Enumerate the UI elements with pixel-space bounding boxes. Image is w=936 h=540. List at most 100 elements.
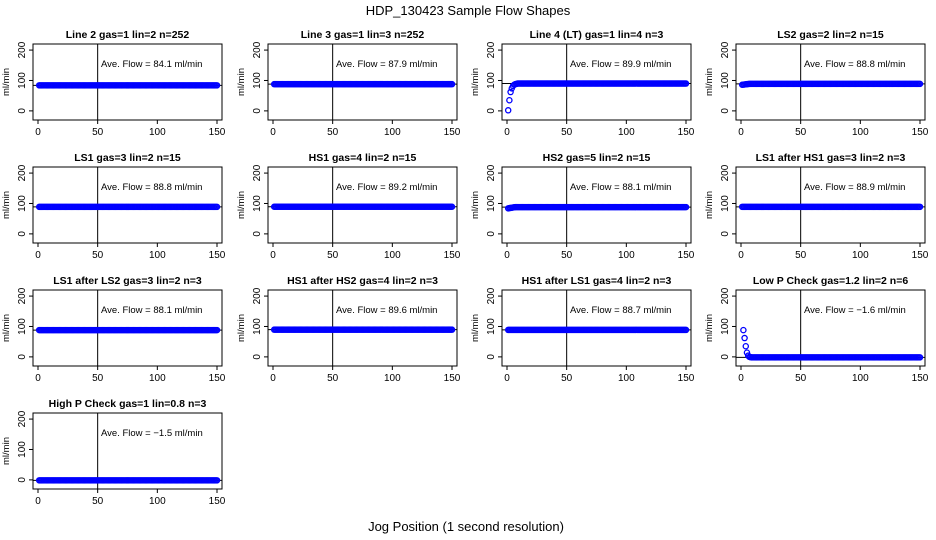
panel-title: LS2 gas=2 lin=2 n=15	[777, 29, 884, 41]
x-tick-label: 100	[149, 496, 166, 507]
y-tick-label: 200	[17, 410, 28, 427]
chart-panel: High P Check gas=1 lin=0.8 n=3 Ave. Flow …	[1, 398, 226, 507]
plot-frame	[735, 289, 926, 367]
flow-points	[35, 82, 221, 89]
y-tick-label: 200	[486, 164, 497, 181]
average-flow-annotation: Ave. Flow = 87.9 ml/min	[336, 59, 437, 70]
y-tick-label: 200	[17, 164, 28, 181]
data-point	[448, 80, 456, 88]
average-flow-annotation: Ave. Flow = −1.5 ml/min	[101, 428, 203, 439]
y-axis-label: ml/min	[704, 191, 715, 219]
y-tick-label: 0	[486, 354, 497, 360]
flow-points	[738, 203, 924, 211]
data-point	[448, 326, 456, 333]
data-point	[740, 326, 747, 334]
plot-frame	[32, 289, 223, 367]
panel-title: HS1 gas=4 lin=2 n=15	[309, 152, 417, 164]
x-tick-label: 50	[561, 373, 573, 384]
flow-points	[270, 203, 456, 211]
average-flow-annotation: Ave. Flow = 88.8 ml/min	[101, 182, 202, 193]
y-tick-label: 0	[720, 108, 731, 114]
x-tick-label: 0	[35, 373, 41, 384]
y-tick-label: 200	[486, 41, 497, 58]
panel-title: LS1 after HS1 gas=3 lin=2 n=3	[756, 152, 906, 164]
y-tick-label: 0	[720, 354, 731, 360]
x-tick-label: 150	[912, 250, 929, 261]
y-tick-label: 0	[486, 108, 497, 114]
data-point	[682, 203, 690, 211]
y-axis-label: ml/min	[236, 191, 247, 219]
chart-panel: Line 4 (LT) gas=1 lin=4 n=3 Ave. Flow = 8…	[470, 29, 695, 138]
y-tick-label: 0	[486, 231, 497, 237]
chart-panel: HS1 after HS2 gas=4 lin=2 n=3 Ave. Flow =…	[236, 275, 461, 384]
y-tick-label: 0	[17, 108, 28, 114]
average-flow-annotation: Ave. Flow = 88.1 ml/min	[570, 182, 671, 193]
x-tick-label: 0	[504, 250, 510, 261]
x-tick-label: 50	[92, 127, 104, 138]
panels: Line 2 gas=1 lin=2 n=252 Ave. Flow = 84.1…	[1, 29, 929, 507]
x-tick-label: 150	[912, 127, 929, 138]
flow-points	[504, 203, 690, 212]
y-tick-label: 100	[720, 195, 731, 212]
y-tick-label: 0	[252, 231, 263, 237]
chart-panel: LS1 after HS1 gas=3 lin=2 n=3 Ave. Flow =…	[704, 152, 929, 261]
x-tick-label: 50	[795, 373, 807, 384]
y-axis-label: ml/min	[1, 68, 12, 96]
panel-title: HS1 after HS2 gas=4 lin=2 n=3	[287, 275, 438, 287]
x-tick-label: 150	[444, 373, 461, 384]
x-tick-label: 0	[738, 250, 744, 261]
x-tick-label: 0	[504, 127, 510, 138]
x-tick-label: 0	[504, 373, 510, 384]
panel-title: Line 3 gas=1 lin=3 n=252	[301, 29, 425, 41]
figure-xlabel: Jog Position (1 second resolution)	[368, 519, 564, 534]
x-tick-label: 100	[618, 250, 635, 261]
data-point	[506, 96, 513, 104]
chart-panel: Low P Check gas=1.2 lin=2 n=6 Ave. Flow =…	[704, 275, 929, 384]
average-flow-annotation: Ave. Flow = 89.2 ml/min	[336, 182, 437, 193]
data-point	[504, 107, 512, 114]
data-point	[682, 326, 690, 334]
plot-frame	[32, 166, 223, 244]
x-tick-label: 0	[270, 250, 276, 261]
panel-title: LS1 after LS2 gas=3 lin=2 n=3	[53, 275, 202, 287]
x-tick-label: 50	[561, 127, 573, 138]
x-tick-label: 100	[149, 373, 166, 384]
panel-title: High P Check gas=1 lin=0.8 n=3	[49, 398, 207, 410]
y-tick-label: 200	[486, 287, 497, 304]
x-tick-label: 50	[92, 373, 104, 384]
y-tick-label: 100	[252, 195, 263, 212]
plot-frame	[501, 43, 692, 121]
data-point	[507, 88, 514, 96]
plot-frame	[267, 166, 458, 244]
y-tick-label: 200	[720, 287, 731, 304]
y-axis-label: ml/min	[236, 314, 247, 342]
y-tick-label: 100	[720, 72, 731, 89]
y-axis-label: ml/min	[236, 68, 247, 96]
y-tick-label: 200	[252, 164, 263, 181]
y-tick-label: 200	[720, 41, 731, 58]
plot-frame	[735, 166, 926, 244]
y-tick-label: 200	[252, 287, 263, 304]
x-tick-label: 0	[35, 127, 41, 138]
x-tick-label: 150	[209, 496, 226, 507]
plot-frame	[267, 43, 458, 121]
x-tick-label: 100	[384, 127, 401, 138]
flow-points	[738, 80, 924, 88]
x-tick-label: 100	[149, 127, 166, 138]
x-tick-label: 100	[618, 373, 635, 384]
flow-points	[504, 80, 690, 114]
y-tick-label: 200	[17, 287, 28, 304]
y-axis-label: ml/min	[470, 314, 481, 342]
x-tick-label: 150	[444, 250, 461, 261]
panel-title: Line 4 (LT) gas=1 lin=4 n=3	[530, 29, 664, 41]
y-tick-label: 200	[252, 41, 263, 58]
y-tick-label: 0	[252, 354, 263, 360]
x-tick-label: 150	[444, 127, 461, 138]
x-tick-label: 50	[327, 373, 339, 384]
x-tick-label: 100	[618, 127, 635, 138]
flow-points	[504, 326, 690, 334]
y-tick-label: 100	[486, 195, 497, 212]
panel-title: LS1 gas=3 lin=2 n=15	[74, 152, 181, 164]
chart-panel: LS1 gas=3 lin=2 n=15 Ave. Flow = 88.8 ml/…	[1, 152, 226, 261]
